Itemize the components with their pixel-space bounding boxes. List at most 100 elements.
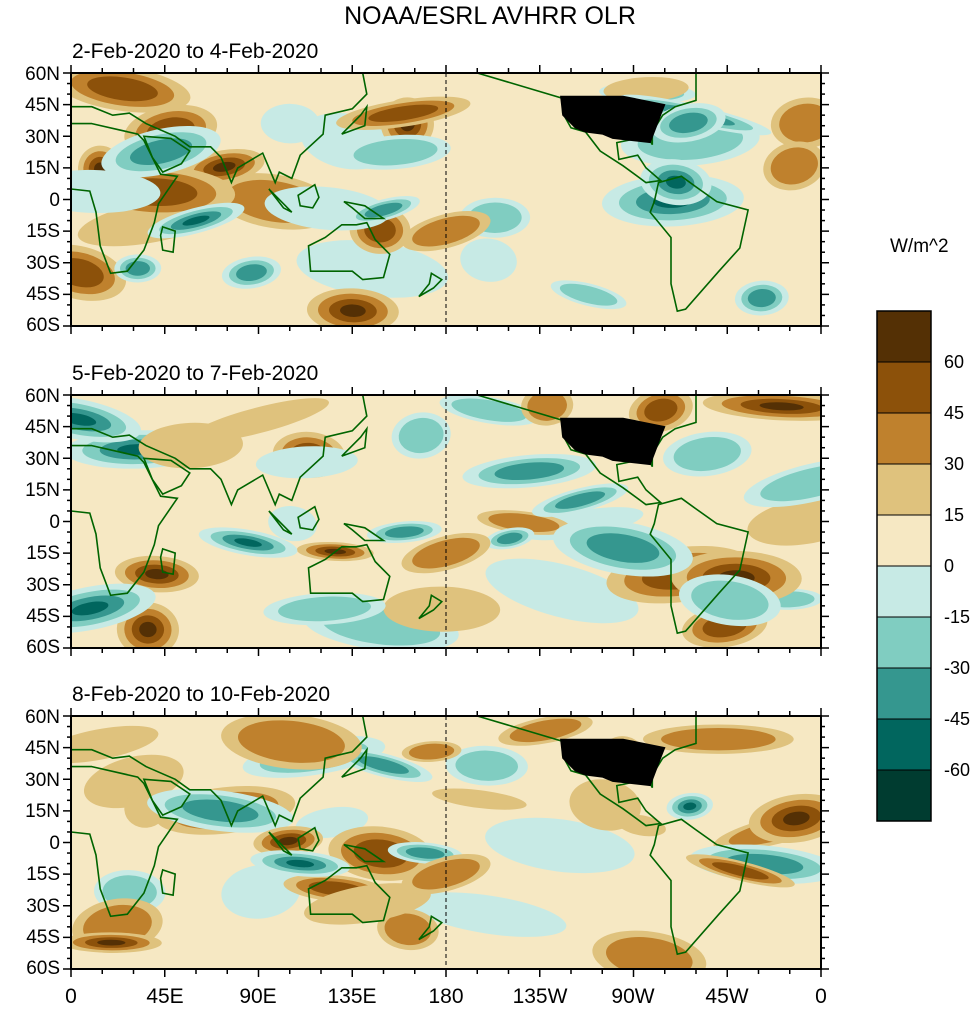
olr-contour bbox=[255, 446, 358, 479]
coastline bbox=[341, 425, 368, 457]
coastline bbox=[343, 522, 387, 542]
coastlines bbox=[71, 73, 750, 313]
olr-contour bbox=[412, 537, 480, 569]
coastline bbox=[343, 843, 387, 863]
usa-state-boundaries bbox=[560, 738, 666, 787]
olr-contour bbox=[278, 836, 298, 846]
coastline bbox=[418, 272, 444, 298]
lon-label: 90W bbox=[611, 985, 655, 1008]
colorbar-swatch bbox=[876, 310, 932, 363]
olr-anomaly-field bbox=[71, 73, 821, 326]
olr-contour bbox=[683, 802, 697, 811]
olr-contour bbox=[139, 621, 157, 638]
olr-contour bbox=[384, 913, 432, 946]
panel-3-title: 8-Feb-2020 to 10-Feb-2020 bbox=[72, 683, 330, 706]
coastline bbox=[268, 510, 293, 535]
coastline bbox=[71, 716, 368, 828]
colorbar-swatch bbox=[876, 769, 932, 822]
olr-contour bbox=[71, 412, 97, 426]
olr-contour bbox=[286, 859, 315, 868]
lat-label: 45N bbox=[25, 95, 60, 116]
coastlines bbox=[71, 395, 750, 635]
map-panels bbox=[63, 65, 829, 977]
olr-contour bbox=[71, 725, 159, 764]
olr-contour bbox=[559, 283, 618, 306]
map-panel-2 bbox=[63, 387, 829, 656]
olr-contour bbox=[555, 491, 606, 509]
olr-contour bbox=[460, 238, 517, 282]
olr-contour bbox=[278, 596, 371, 622]
olr-contour bbox=[451, 398, 527, 422]
colorbar-swatch bbox=[876, 718, 932, 771]
coastline bbox=[142, 135, 191, 174]
olr-contour bbox=[340, 304, 366, 317]
colorbar-label: -15 bbox=[944, 607, 971, 627]
olr-contour bbox=[783, 811, 810, 826]
lat-label: 45N bbox=[25, 417, 60, 438]
olr-contour bbox=[234, 538, 262, 547]
coastline bbox=[418, 594, 444, 620]
olr-contour bbox=[182, 215, 210, 226]
colorbar-swatch bbox=[876, 412, 932, 465]
colorbar-swatch bbox=[876, 361, 932, 414]
olr-contour bbox=[182, 799, 259, 823]
coastline bbox=[159, 868, 177, 897]
coastline bbox=[297, 505, 320, 531]
olr-contour bbox=[432, 788, 527, 810]
olr-contour bbox=[509, 718, 582, 743]
lat-label: 30S bbox=[26, 253, 60, 274]
lat-label: 0 bbox=[49, 512, 60, 533]
axis-ticks bbox=[63, 708, 829, 977]
usa-state-boundaries bbox=[560, 95, 666, 144]
lat-label: 15N bbox=[25, 158, 60, 179]
lat-label: 15N bbox=[25, 480, 60, 501]
colorbar bbox=[876, 310, 932, 822]
olr-contour bbox=[357, 756, 409, 774]
olr-contour bbox=[411, 892, 567, 937]
olr-contour bbox=[760, 464, 821, 502]
lat-label: 15S bbox=[26, 864, 60, 885]
lat-label: 60N bbox=[25, 386, 60, 407]
lat-label: 45N bbox=[25, 738, 60, 759]
olr-contour bbox=[496, 532, 523, 545]
lat-label: 30N bbox=[25, 770, 60, 791]
olr-contour bbox=[485, 817, 635, 874]
olr-contour bbox=[412, 215, 480, 247]
olr-contour bbox=[661, 728, 776, 751]
lat-label: 60N bbox=[25, 707, 60, 728]
coastlines bbox=[71, 716, 750, 956]
colorbar-label: 60 bbox=[944, 352, 965, 372]
coastline bbox=[341, 746, 368, 778]
coastline bbox=[142, 778, 191, 817]
coastline bbox=[477, 395, 697, 506]
lat-label: 30N bbox=[25, 127, 60, 148]
lon-label: 0 bbox=[815, 985, 827, 1008]
colorbar-label: -45 bbox=[944, 709, 971, 729]
olr-contour bbox=[569, 779, 641, 831]
olr-contour bbox=[138, 422, 243, 469]
lat-label: 60N bbox=[25, 64, 60, 85]
lat-label: 60S bbox=[26, 637, 60, 658]
olr-contour bbox=[455, 750, 519, 781]
colorbar-label: -30 bbox=[944, 658, 971, 678]
colorbar-label: 30 bbox=[944, 454, 965, 474]
panel-1-title: 2-Feb-2020 to 4-Feb-2020 bbox=[72, 40, 319, 63]
olr-contour bbox=[669, 112, 708, 134]
lat-label: 45S bbox=[26, 927, 60, 948]
lat-label: 15N bbox=[25, 801, 60, 822]
olr-contour bbox=[494, 462, 565, 481]
colorbar-units: W/m^2 bbox=[890, 236, 949, 257]
coastline bbox=[297, 826, 320, 852]
coastline bbox=[418, 915, 444, 941]
coastline bbox=[341, 103, 368, 135]
coastline bbox=[297, 183, 320, 209]
coastline bbox=[307, 864, 391, 924]
usa-state-boundaries bbox=[560, 417, 666, 466]
coastline bbox=[71, 395, 368, 507]
coastline bbox=[477, 73, 697, 184]
olr-contour bbox=[268, 505, 317, 542]
colorbar-label: 0 bbox=[944, 556, 955, 576]
olr-contour bbox=[747, 288, 776, 308]
olr-contour bbox=[405, 847, 445, 859]
olr-contour bbox=[71, 169, 161, 214]
